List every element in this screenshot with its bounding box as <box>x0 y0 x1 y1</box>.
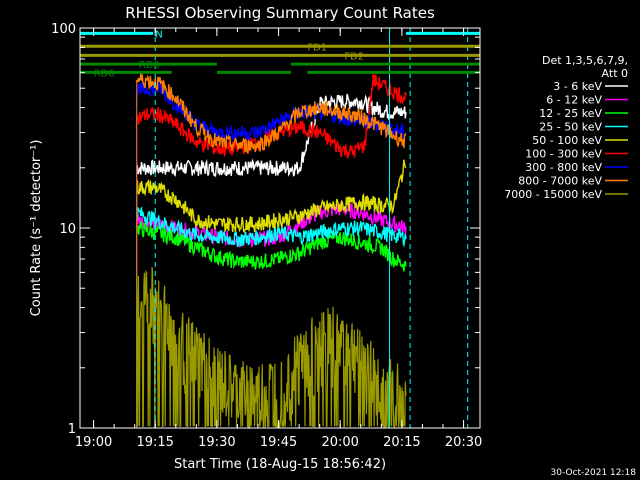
legend-label-3: 25 - 50 keV <box>539 121 602 134</box>
x-tick-label-4: 20:00 <box>321 435 358 450</box>
series-line-4 <box>136 159 407 234</box>
x-tick-label-5: 20:15 <box>383 435 420 450</box>
x-axis-label: Start Time (18-Aug-15 18:56:42) <box>174 457 386 472</box>
legend-label-0: 3 - 6 keV <box>553 80 602 93</box>
x-tick-label-3: 19:45 <box>260 435 297 450</box>
annotation-label-fd1: FD1 <box>307 42 327 53</box>
legend-label-2: 12 - 25 keV <box>539 107 602 120</box>
series-line-2 <box>136 219 407 272</box>
data-series-group <box>136 73 407 430</box>
legend-header-line-1: Det 1,3,5,6,7,9, <box>542 54 628 67</box>
series-line-8 <box>136 266 407 430</box>
generation-date: 30-Oct-2021 12:18 <box>551 468 637 478</box>
annotation-label-rd0: RD0 <box>139 60 160 71</box>
y-axis: 1 10 100 <box>51 22 480 437</box>
annotation-label-n: N <box>155 29 162 40</box>
x-tick-label-2: 19:30 <box>198 435 235 450</box>
y-tick-label-2: 100 <box>51 22 76 37</box>
x-tick-label-6: 20:30 <box>445 435 482 450</box>
legend-label-4: 50 - 100 keV <box>532 134 602 147</box>
y-tick-label-1: 10 <box>59 222 76 237</box>
x-tick-label-0: 19:00 <box>75 435 112 450</box>
legend-label-7: 800 - 7000 keV <box>518 175 602 188</box>
annotation-label-fd2: FD2 <box>344 51 364 62</box>
legend-header-line-2: Att 0 <box>602 67 628 80</box>
legend-label-6: 300 - 800 keV <box>525 161 602 174</box>
legend-label-5: 100 - 300 keV <box>525 148 602 161</box>
x-tick-label-1: 19:15 <box>136 435 173 450</box>
annotation-label-rd6: RD6 <box>94 68 115 79</box>
legend-label-8: 7000 - 15000 keV <box>504 188 602 201</box>
y-axis-label: Count Rate (s⁻¹ detector⁻¹) <box>29 140 44 317</box>
series-line-3 <box>136 207 407 248</box>
series-line-0 <box>136 93 407 178</box>
chart-title: RHESSI Observing Summary Count Rates <box>125 4 435 22</box>
y-tick-label-0: 1 <box>68 422 76 437</box>
series-line-7 <box>136 73 407 155</box>
x-axis: 19:00 19:15 19:30 19:45 20:00 20:15 20:30 <box>75 28 482 450</box>
legend-label-1: 6 - 12 keV <box>546 94 602 107</box>
